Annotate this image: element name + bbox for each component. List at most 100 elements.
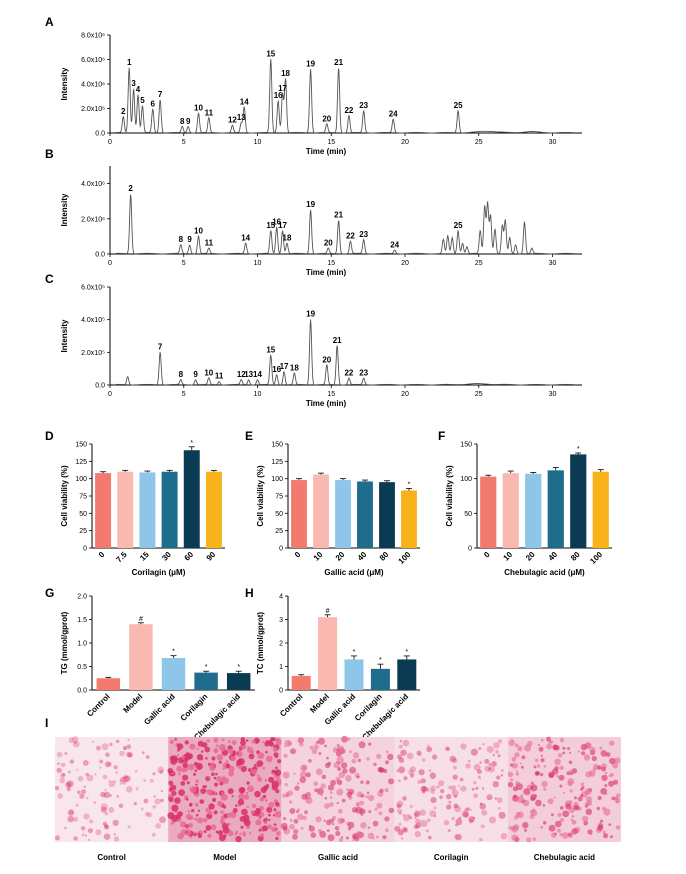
lipid-droplet [329,796,333,799]
bar [139,472,156,548]
lipid-droplet [254,790,261,798]
peak-label: 18 [290,364,299,373]
lipid-droplet [397,808,403,814]
y-axis-title: Intensity [60,193,69,226]
lipid-droplet [251,739,256,744]
lipid-droplet [280,822,288,830]
y-tick-label: 50 [79,511,87,518]
lipid-droplet [569,751,572,754]
stain-background [394,737,508,842]
lipid-droplet [276,831,281,836]
y-tick-label: 3 [279,617,283,624]
peak-label: 16 [272,218,281,227]
lipid-droplet [100,806,107,813]
lipid-droplet [497,754,501,758]
x-category-label: 90 [205,550,218,563]
bar [318,617,338,690]
lipid-droplet [274,811,282,818]
lipid-droplet [122,780,127,785]
lipid-droplet [452,758,458,764]
lipid-droplet [367,794,375,802]
x-tick-label: 25 [475,139,483,146]
lipid-droplet [521,755,526,760]
lipid-droplet [397,754,402,760]
lipid-droplet [219,819,225,825]
lipid-droplet [262,766,266,770]
lipid-droplet [604,771,608,775]
lipid-droplet [365,780,370,785]
lipid-droplet [115,739,120,744]
peak-label: 7 [158,90,163,99]
lipid-droplet [321,774,327,780]
lipid-droplet [199,799,205,804]
lipid-droplet [426,818,431,823]
y-tick-label: 0 [279,546,283,553]
lipid-droplet [562,751,566,755]
bar-chart-d: 0 25 50 75 100 125 150 0 7.5 15 30 * 60 90 Corilagin (… [60,440,225,577]
panel-letter-e: E [245,429,253,443]
lipid-droplet [77,790,81,795]
lipid-droplet [284,782,288,787]
lipid-droplet [245,739,249,742]
lipid-droplet [94,773,97,776]
lipid-droplet [524,828,527,832]
lipid-droplet [108,779,111,782]
lipid-droplet [511,834,518,841]
lipid-droplet [324,803,330,809]
lipid-droplet [202,817,208,823]
lipid-droplet [147,812,153,818]
lipid-droplet [327,784,335,791]
lipid-droplet [268,741,274,747]
lipid-droplet [77,775,84,782]
lipid-droplet [384,760,390,765]
lipid-droplet [414,810,421,817]
lipid-droplet [54,786,60,791]
y-tick-label: 1.0 [77,641,87,648]
lipid-droplet [357,758,361,763]
lipid-droplet [513,794,517,799]
lipid-droplet [83,785,86,789]
x-tick-label: 10 [254,391,262,398]
peak-label: 16 [272,365,281,374]
lipid-droplet [569,769,574,774]
lipid-droplet [135,770,138,773]
lipid-droplet [337,808,343,814]
y-axis-title: Intensity [60,67,69,100]
lipid-droplet [56,751,63,758]
lipid-droplet [188,823,194,828]
lipid-droplet [159,816,166,824]
lipid-droplet [538,744,540,746]
lipid-droplet [531,786,534,789]
lipid-droplet [426,746,433,753]
lipid-droplet [259,816,262,819]
lipid-droplet [446,793,452,800]
lipid-droplet [473,763,481,771]
lipid-droplet [221,791,224,795]
lipid-droplet [337,767,342,771]
lipid-droplet [86,774,94,782]
lipid-droplet [176,760,180,763]
lipid-droplet [300,827,304,830]
x-tick-label: 30 [549,391,557,398]
lipid-droplet [223,814,228,818]
lipid-droplet [308,759,312,763]
lipid-droplet [451,789,459,797]
lipid-droplet [127,752,133,758]
lipid-droplet [127,825,131,829]
lipid-droplet [255,819,262,826]
lipid-droplet [231,795,234,798]
y-tick-label: 100 [75,476,87,483]
lipid-droplet [247,785,255,793]
lipid-droplet [195,783,198,786]
lipid-droplet [255,811,260,816]
lipid-droplet [267,824,272,830]
lipid-droplet [447,829,451,832]
lipid-droplet [174,738,177,741]
lipid-droplet [398,744,403,749]
significance-mark: * [353,649,356,656]
lipid-droplet [177,832,184,840]
lipid-droplet [465,763,471,769]
lipid-droplet [88,819,94,824]
lipid-droplet [160,789,163,793]
lipid-droplet [498,811,506,819]
